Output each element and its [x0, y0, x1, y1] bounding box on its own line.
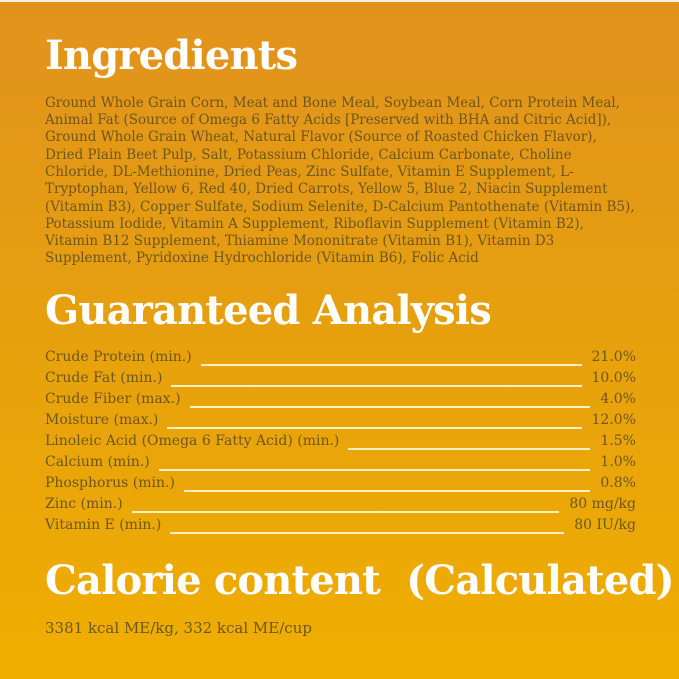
guaranteed-analysis-title: Guaranteed Analysis: [45, 286, 492, 334]
analysis-row: Zinc (min.) 80 mg/kg: [45, 496, 636, 517]
ingredients-title: Ingredients: [45, 32, 298, 79]
analysis-row: Calcium (min.) 1.0%: [45, 454, 636, 475]
leader-line: [200, 363, 582, 366]
analysis-label: Linoleic Acid (Omega 6 Fatty Acid) (min.…: [45, 432, 340, 449]
analysis-value: 4.0%: [600, 390, 636, 407]
analysis-value: 10.0%: [591, 369, 636, 386]
analysis-label: Vitamin E (min.): [45, 516, 162, 533]
analysis-label: Calcium (min.): [45, 453, 150, 470]
analysis-value: 80 mg/kg: [569, 495, 636, 512]
calorie-content-title: Calorie content (Calculated): [45, 556, 675, 604]
leader-line: [183, 489, 591, 492]
analysis-label: Moisture (max.): [45, 411, 159, 428]
analysis-row: Crude Fiber (max.) 4.0%: [45, 391, 636, 412]
analysis-row: Moisture (max.) 12.0%: [45, 412, 636, 433]
leader-line: [171, 384, 582, 387]
analysis-row: Phosphorus (min.) 0.8%: [45, 475, 636, 496]
ingredients-text: Ground Whole Grain Corn, Meat and Bone M…: [45, 94, 635, 267]
analysis-value: 1.5%: [600, 432, 636, 449]
analysis-value: 12.0%: [591, 411, 636, 428]
analysis-row: Crude Protein (min.) 21.0%: [45, 349, 636, 370]
leader-line: [348, 447, 591, 450]
analysis-label: Crude Protein (min.): [45, 348, 192, 365]
guaranteed-analysis-table: Crude Protein (min.) 21.0% Crude Fat (mi…: [45, 349, 636, 538]
leader-line: [158, 468, 591, 471]
calorie-content-values: 3381 kcal ME/kg, 332 kcal ME/cup: [45, 619, 312, 638]
leader-line: [131, 510, 560, 513]
analysis-row: Crude Fat (min.) 10.0%: [45, 370, 636, 391]
leader-line: [189, 405, 591, 408]
analysis-row: Linoleic Acid (Omega 6 Fatty Acid) (min.…: [45, 433, 636, 454]
analysis-label: Phosphorus (min.): [45, 474, 175, 491]
analysis-value: 21.0%: [591, 348, 636, 365]
leader-line: [167, 426, 582, 429]
analysis-value: 80 IU/kg: [574, 516, 636, 533]
analysis-label: Zinc (min.): [45, 495, 123, 512]
analysis-row: Vitamin E (min.) 80 IU/kg: [45, 517, 636, 538]
label-content: Ingredients Ground Whole Grain Corn, Mea…: [0, 2, 679, 637]
analysis-label: Crude Fat (min.): [45, 369, 163, 386]
leader-line: [170, 531, 565, 534]
analysis-value: 0.8%: [600, 474, 636, 491]
analysis-value: 1.0%: [600, 453, 636, 470]
top-edge-strip: [0, 0, 679, 2]
analysis-label: Crude Fiber (max.): [45, 390, 181, 407]
